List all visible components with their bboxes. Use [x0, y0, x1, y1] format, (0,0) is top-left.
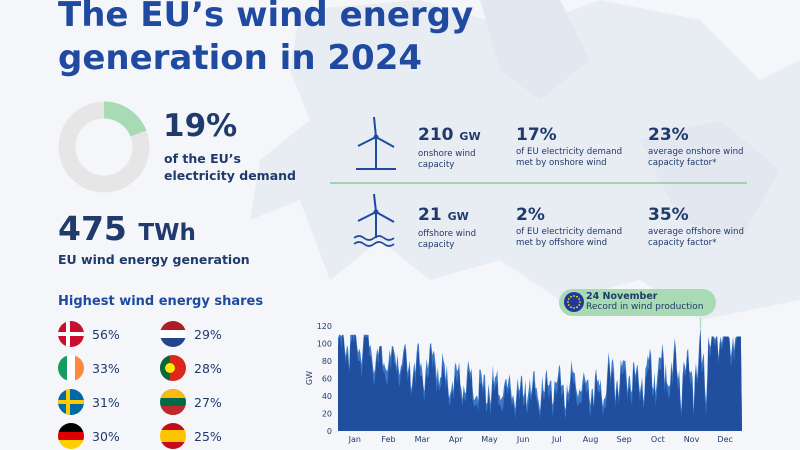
generation-unit: TWh [138, 220, 196, 246]
sweden-flag-icon [58, 389, 84, 415]
y-tick-label: 80 [322, 357, 332, 366]
eu-flag-icon [564, 292, 584, 312]
generation-number: 475 [58, 209, 127, 248]
share-item-denmark: 56% [58, 321, 120, 347]
y-tick-label: 0 [327, 427, 332, 436]
offshore-demand: 2% of EU electricity demand met by offsh… [516, 205, 636, 249]
share-value: 56% [92, 326, 120, 342]
ireland-flag-icon [58, 355, 84, 381]
share-value: 27% [194, 394, 222, 410]
x-tick-label: Aug [583, 435, 599, 444]
x-tick-label: Jul [551, 435, 562, 444]
share-item-lithuania: 27% [160, 389, 222, 415]
onshore-capacity-value: 210 [418, 125, 454, 145]
offshore-demand-value: 2% [516, 205, 545, 225]
x-tick-label: Nov [684, 435, 700, 444]
share-value: 33% [92, 360, 120, 376]
generation-label: EU wind energy generation [58, 252, 250, 267]
x-tick-label: Feb [381, 435, 395, 444]
x-tick-label: Jan [348, 435, 361, 444]
onshore-demand: 17% of EU electricity demand met by onsh… [516, 125, 636, 169]
share-item-spain: 25% [160, 423, 222, 449]
spain-flag-icon [160, 423, 186, 449]
page-title: The EU’s wind energy generation in 2024 [58, 0, 474, 78]
x-tick-label: Sep [617, 435, 632, 444]
wind-generation-chart: 0 20 40 60 80 100 120 GW Jan Feb Mar Apr May Jun Jul Au… [305, 318, 742, 444]
x-tick-label: May [481, 435, 498, 444]
netherlands-flag-icon [160, 321, 186, 347]
lithuania-flag-icon [160, 389, 186, 415]
portugal-flag-icon [160, 355, 186, 381]
generation-value: 475 TWh [58, 209, 196, 248]
shares-title: Highest wind energy shares [58, 294, 264, 309]
area-series [338, 327, 742, 431]
y-tick-label: 40 [322, 392, 332, 401]
offshore-wind-turbine-icon [353, 193, 395, 247]
y-tick-label: 20 [322, 410, 332, 419]
onshore-capacity-unit: GW [459, 130, 481, 143]
offshore-capacity: 21 GW offshore wind capacity [418, 205, 508, 251]
denmark-flag-icon [58, 321, 84, 347]
offshore-factor-label: average offshore wind capacity factor* [648, 227, 744, 248]
share-item-sweden: 31% [58, 389, 120, 415]
share-item-netherlands: 29% [160, 321, 222, 347]
offshore-capacity-value: 21 [418, 205, 442, 225]
y-axis-label: GW [305, 371, 314, 385]
onshore-capacity: 210 GW onshore wind capacity [418, 125, 508, 171]
x-tick-label: Dec [717, 435, 732, 444]
offshore-capacity-label: offshore wind capacity [418, 229, 477, 250]
germany-flag-icon [58, 423, 84, 449]
share-item-ireland: 33% [58, 355, 120, 381]
onshore-demand-label: of EU electricity demand met by onshore … [516, 147, 623, 168]
offshore-capacity-unit: GW [447, 210, 469, 223]
section-divider [330, 182, 747, 184]
x-tick-label: Mar [415, 435, 431, 444]
x-tick-label: Oct [651, 435, 665, 444]
offshore-factor: 35% average offshore wind capacity facto… [648, 205, 748, 249]
x-tick-label: Apr [449, 435, 464, 444]
onshore-capacity-label: onshore wind capacity [418, 149, 476, 170]
demand-share-donut [58, 101, 150, 193]
share-item-germany: 30% [58, 423, 120, 449]
share-item-portugal: 28% [160, 355, 222, 381]
y-tick-label: 100 [317, 340, 332, 349]
share-value: 30% [92, 428, 120, 444]
demand-share-value: 19% [163, 108, 238, 144]
callout-date: 24 November [586, 291, 658, 302]
y-tick-label: 60 [322, 375, 332, 384]
x-tick-label: Jun [516, 435, 530, 444]
share-value: 25% [194, 428, 222, 444]
onshore-demand-value: 17% [516, 125, 557, 145]
share-value: 28% [194, 360, 222, 376]
y-tick-label: 120 [317, 322, 332, 331]
offshore-factor-value: 35% [648, 205, 689, 225]
onshore-factor-value: 23% [648, 125, 689, 145]
callout-text: Record in wind production [586, 302, 704, 312]
onshore-factor: 23% average onshore wind capacity factor… [648, 125, 748, 169]
share-value: 29% [194, 326, 222, 342]
record-callout: 24 November Record in wind production [559, 289, 716, 316]
share-value: 31% [92, 394, 120, 410]
offshore-demand-label: of EU electricity demand met by offshore… [516, 227, 623, 248]
onshore-factor-label: average onshore wind capacity factor* [648, 147, 744, 168]
donut-share-arc [58, 101, 150, 193]
onshore-wind-turbine-icon [356, 116, 396, 170]
demand-share-label: of the EU’s electricity demand [164, 151, 296, 183]
